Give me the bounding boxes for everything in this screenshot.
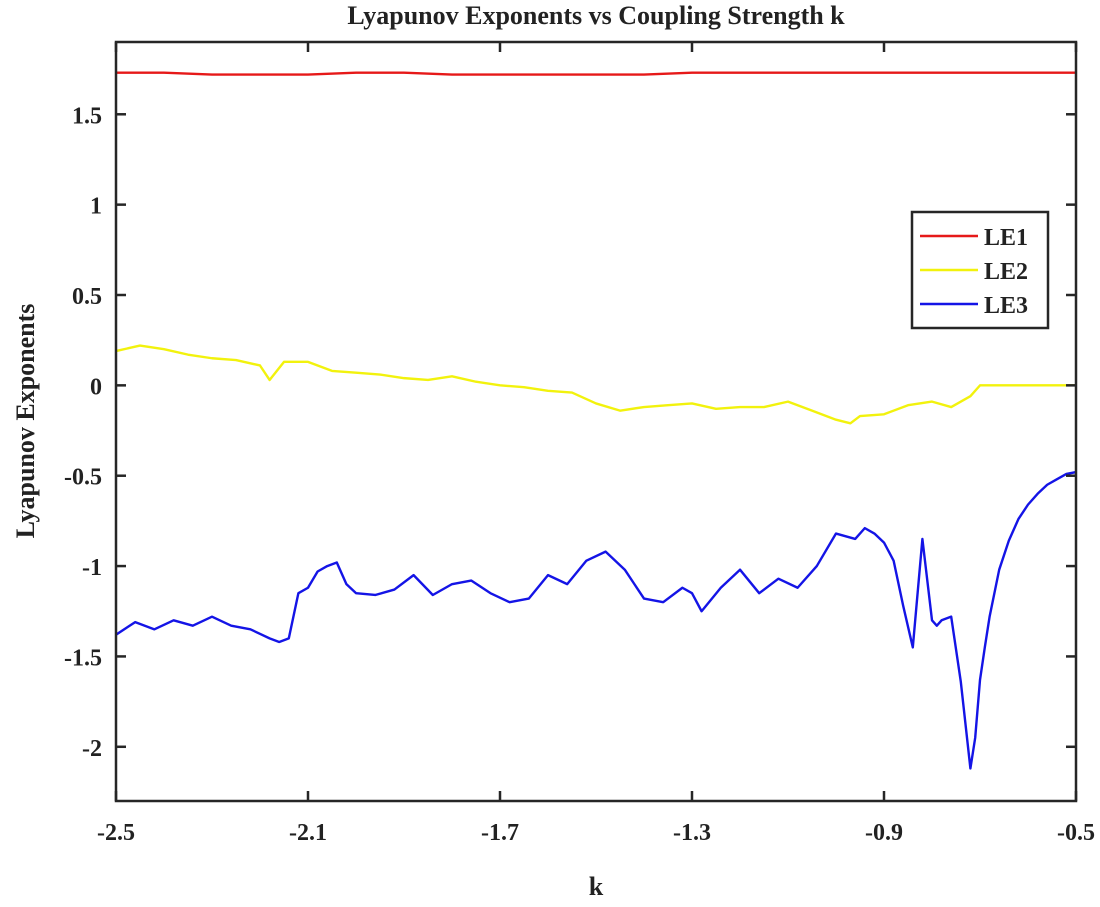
y-tick-label: 0.5 bbox=[72, 284, 102, 310]
chart-title: Lyapunov Exponents vs Coupling Strength … bbox=[347, 1, 845, 30]
legend-label-le2: LE2 bbox=[984, 259, 1028, 285]
y-tick-label: 1 bbox=[90, 194, 102, 220]
y-tick-label: -1 bbox=[82, 555, 102, 581]
legend-label-le1: LE1 bbox=[984, 225, 1028, 251]
x-tick-label: -2.1 bbox=[289, 820, 327, 846]
plot-frame bbox=[114, 40, 1078, 803]
x-tick-label: -1.7 bbox=[481, 820, 519, 846]
y-tick-label: 1.5 bbox=[72, 103, 102, 129]
series-layer bbox=[116, 71, 1076, 770]
y-tick-label: -1.5 bbox=[64, 645, 102, 671]
x-tick-label: -0.9 bbox=[865, 820, 903, 846]
x-tick-label: -2.5 bbox=[97, 820, 135, 846]
y-tick-label: -0.5 bbox=[64, 465, 102, 491]
series-line-le2 bbox=[116, 344, 1076, 425]
x-axis: -2.5 -2.1 -1.7 -1.3 -0.9 -0.5 bbox=[97, 42, 1095, 846]
x-tick-label: -0.5 bbox=[1057, 820, 1095, 846]
series-line-le3 bbox=[116, 470, 1076, 770]
y-tick-label: 0 bbox=[90, 374, 102, 400]
x-tick-label: -1.3 bbox=[673, 820, 711, 846]
legend: LE1 LE2 LE3 bbox=[910, 210, 1050, 330]
y-axis: -2 -1.5 -1 -0.5 0 0.5 1 1.5 bbox=[64, 103, 1076, 762]
plot-area bbox=[116, 71, 1076, 770]
series-line-le1 bbox=[116, 71, 1076, 76]
legend-label-le3: LE3 bbox=[984, 293, 1028, 319]
y-axis-label: Lyapunov Exponents bbox=[11, 304, 40, 539]
y-tick-label: -2 bbox=[82, 736, 102, 762]
x-axis-label: k bbox=[589, 872, 604, 901]
